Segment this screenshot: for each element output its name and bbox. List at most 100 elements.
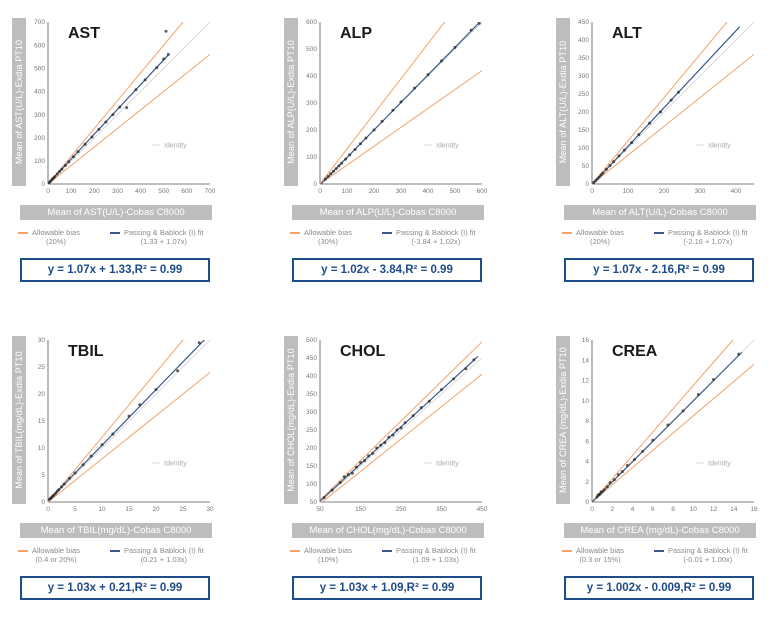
data-point [83,142,87,146]
y-tick-label: 100 [34,158,45,165]
chart-title: AST [68,25,100,42]
x-tick-label: 500 [158,188,169,195]
y-axis-label: Mean of CREA (mg/dL)-Exdia PT10 [558,347,568,493]
chart-title: ALP [340,25,372,42]
bias-lower-line [320,70,482,184]
chart-panel-tbil: 0 5 10 15 20 25 30 0 5 10 15 20 25 30 Identity TBIL Mean… [0,318,240,618]
data-point [453,45,457,49]
data-point [100,443,104,447]
data-point [612,160,616,164]
data-point [411,414,415,418]
bias-upper-line [48,22,184,184]
y-tick-label: 500 [34,65,45,72]
legend-allowable-bias: Allowable bias (0.3 or 15%) [562,546,624,564]
x-tick-label: 0 [590,188,594,195]
x-tick-label: 10 [690,506,698,513]
y-tick-label: 350 [578,55,589,62]
data-point [76,150,80,154]
data-point [329,172,333,176]
y-tick-label: 15 [38,418,46,425]
y-tick-label: 16 [582,337,590,344]
allowable-bias-swatch [18,550,28,552]
allowable-bias-label: Allowable bias [304,228,352,237]
allowable-bias-text: Allowable bias (10%) [304,546,352,564]
fit-line [592,351,743,502]
x-tick-label: 150 [355,506,366,513]
data-point [737,352,741,356]
chart-title: ALT [612,25,642,42]
y-tick-label: 2 [585,479,589,486]
y-axis-label-box [12,336,26,504]
data-point [363,459,367,463]
data-point [346,473,350,477]
x-tick-label: 200 [89,188,100,195]
data-point [651,438,655,442]
x-tick-label: 200 [369,188,380,195]
data-point [332,169,335,173]
x-axis-label: Mean of CREA (mg/dL)-Cobas C8000 [564,523,756,538]
data-point [57,488,61,492]
allowable-bias-swatch [290,550,300,552]
data-point [469,28,473,32]
data-point [348,153,352,157]
data-point [344,157,348,161]
data-point [440,59,443,63]
data-point [350,471,354,475]
scatter-plot: 0 2 4 6 8 10 12 14 16 0 2 4 6 8 10 12 14 16 Identity CREA [582,337,758,513]
y-tick-label: 100 [306,481,317,488]
x-tick-label: 10 [98,506,106,513]
data-point [60,167,64,171]
passing-bablock-swatch [382,232,392,234]
x-tick-label: 350 [436,506,447,513]
data-point [601,171,605,175]
x-tick-label: 300 [396,188,407,195]
bias-upper-line [592,22,728,184]
allowable-bias-value: (20%) [45,237,66,246]
x-tick-label: 600 [181,188,192,195]
data-point [452,377,456,381]
data-point [58,170,62,174]
data-point [605,485,609,489]
data-point [440,388,443,392]
x-tick-label: 12 [710,506,718,513]
y-axis-label-box [556,18,570,186]
allowable-bias-text: Allowable bias (30%) [304,228,352,246]
allowable-bias-text: Allowable bias (0.4 or 20%) [32,546,80,564]
x-tick-label: 20 [152,506,160,513]
data-point [359,460,362,464]
legend-passing-bablock: Passing & Bablock (I) fit (1.33 + 1.07x) [110,228,204,246]
data-point [67,160,71,164]
passing-bablock-label: Passing & Bablock (I) fit [396,546,476,555]
passing-bablock-value: (1.09 + 1.03x) [412,555,460,564]
passing-bablock-value: (0.21 + 1.03x) [140,555,188,564]
equation-box: y = 1.07x + 1.33,R² = 0.99 [20,258,210,282]
identity-legend-label: Identity [164,461,187,468]
x-tick-label: 450 [477,506,488,513]
allowable-bias-value: (0.3 or 15%) [579,555,621,564]
data-point [371,451,375,455]
data-point [71,155,75,159]
scatter-plot: 0 100 200 300 400 500 600 700 0 100 200 300 400 500 60… [34,19,216,195]
bias-upper-line [320,341,482,501]
y-axis-label-box [556,336,570,504]
data-point [367,454,371,458]
x-tick-label: 100 [342,188,353,195]
data-point [625,464,629,468]
data-point [97,127,101,131]
x-tick-label: 200 [659,188,670,195]
data-point [353,147,357,151]
bias-upper-line [320,22,446,184]
passing-bablock-value: (1.33 + 1.07x) [140,237,188,246]
equation-box: y = 1.03x + 1.09,R² = 0.99 [292,576,482,600]
data-point [166,52,170,56]
y-tick-label: 20 [38,391,46,398]
scatter-plot: 0 100 200 300 400 0 50 100 150 200 250 300 350 400 450… [578,19,754,195]
identity-line [48,340,210,502]
data-point [658,110,662,114]
data-point [111,113,115,117]
data-point [338,481,342,485]
y-axis-label: Mean of TBIL(mg/dL)-Exdia PT10 [14,351,24,489]
y-tick-label: 200 [306,127,317,134]
identity-legend-label: Identity [436,461,459,468]
data-point [162,57,166,61]
